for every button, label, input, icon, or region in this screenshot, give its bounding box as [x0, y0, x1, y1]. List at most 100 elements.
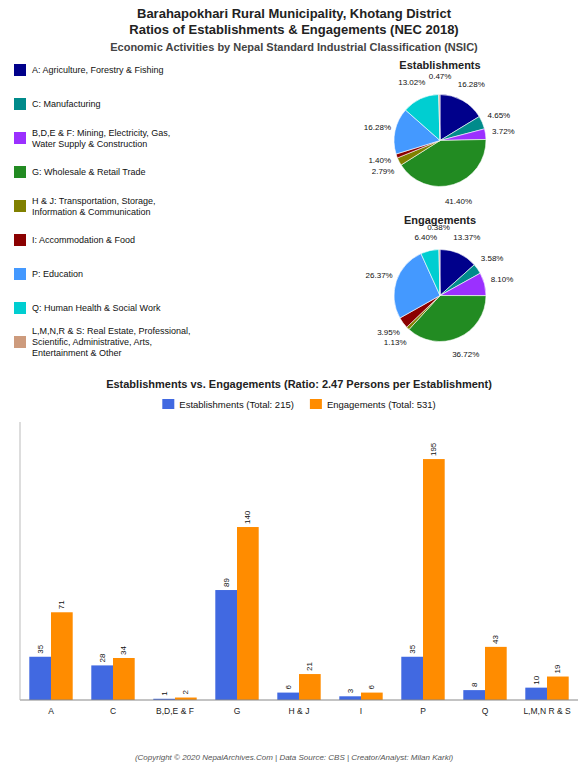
legend-label: C: Manufacturing: [32, 99, 101, 109]
bar: [299, 674, 321, 700]
x-tick-label: A: [48, 706, 54, 716]
data-label: 21: [305, 662, 314, 671]
legend-label-line: I: Accommodation & Food: [32, 235, 135, 245]
pie-slices: [394, 95, 486, 187]
legend-label: Engagements (Total: 531): [327, 399, 436, 410]
footer: (Copyright © 2020 NepalArchives.Com | Da…: [135, 753, 454, 762]
data-label: 3.58%: [481, 254, 504, 263]
data-label: 0.47%: [429, 72, 452, 81]
legend-swatch: [14, 268, 26, 280]
legend: Establishments (Total: 215) Engagements (…: [162, 399, 435, 410]
x-tick-label: H & J: [289, 706, 310, 716]
data-label: 195: [429, 442, 438, 456]
data-labels: 35281896335810713421402161954319: [36, 442, 563, 696]
pie-slice: [421, 250, 440, 296]
pie-slice: [440, 273, 486, 295]
data-label: 16.28%: [364, 123, 391, 132]
data-label: 35: [36, 644, 45, 653]
bar: [423, 459, 445, 700]
data-label: 10: [532, 675, 541, 684]
x-axis-line: [20, 700, 578, 701]
x-tick-label: I: [360, 706, 362, 716]
data-label: 8: [470, 682, 479, 687]
legend-swatch: [310, 399, 322, 409]
data-label: 3.72%: [492, 127, 515, 136]
pie-chart: A: Agriculture, Forestry & Fishing C: Man…: [14, 59, 515, 359]
data-label: 140: [243, 510, 252, 524]
legend-label-line: Water Supply & Construction: [32, 139, 147, 149]
subtitle: Economic Activities by Nepal Standard In…: [110, 41, 478, 53]
legend-label: Q: Human Health & Social Work: [32, 303, 161, 313]
chart-title: Establishments vs. Engagements (Ratio: 2…: [106, 378, 492, 390]
bar: [401, 657, 423, 700]
legend-label-line: P: Education: [32, 269, 83, 279]
bar: [29, 657, 51, 700]
bar: [339, 696, 361, 700]
data-label: 28: [98, 653, 107, 662]
legend-label: I: Accommodation & Food: [32, 235, 135, 245]
pie-slices: [394, 250, 486, 342]
x-tick-label: B,D,E & F: [156, 706, 194, 716]
legend-label: A: Agriculture, Forestry & Fishing: [32, 65, 164, 75]
data-label: 16.28%: [458, 80, 485, 89]
legend-label-line: L,M,N,R & S: Real Estate, Professional,: [32, 326, 191, 336]
legend-label-line: Scientific, Administrative, Arts,: [32, 337, 152, 347]
data-label: 89: [222, 578, 231, 587]
legend-label: L,M,N,R & S: Real Estate, Professional,S…: [32, 326, 191, 358]
data-label: 13.02%: [398, 78, 425, 87]
legend-swatch: [14, 98, 26, 110]
legend-swatch: [14, 302, 26, 314]
bar: [525, 688, 547, 700]
bar: [277, 693, 299, 700]
title: Ratios of Establishments & Engagements (…: [129, 22, 458, 37]
data-label: 3: [346, 688, 355, 693]
legend-label-line: Information & Communication: [32, 207, 151, 217]
legend-swatch: [14, 166, 26, 178]
legend-label: H & J: Transportation, Storage,Informati…: [32, 196, 156, 217]
pie-slice: [439, 250, 440, 296]
legend-swatch: [14, 64, 26, 76]
legend-label-line: Q: Human Health & Social Work: [32, 303, 161, 313]
data-label: 13.37%: [453, 233, 480, 242]
legend-swatch: [162, 399, 174, 409]
chart-root: Barahapokhari Rural Municipality, Khotan…: [0, 0, 588, 768]
pie-slice: [406, 95, 440, 141]
data-label: 1.40%: [368, 156, 391, 165]
pie-title: Establishments: [399, 59, 480, 71]
legend-label: Establishments (Total: 215): [179, 399, 294, 410]
bar: [113, 658, 135, 700]
legend-label-line: C: Manufacturing: [32, 99, 101, 109]
title: Barahapokhari Rural Municipality, Khotan…: [137, 6, 452, 21]
legend-label: P: Education: [32, 269, 83, 279]
legend-label-line: G: Wholesale & Retail Trade: [32, 167, 146, 177]
data-label: 2: [181, 690, 190, 695]
legend: A: Agriculture, Forestry & Fishing C: Man…: [14, 64, 191, 358]
bar-chart: Establishments vs. Engagements (Ratio: 2…: [20, 378, 578, 716]
bar: [51, 612, 73, 700]
data-label: 71: [57, 600, 66, 609]
pie-labels: 13.37%3.58%8.10%36.72%1.13%3.95%26.37%6.…: [366, 223, 514, 359]
x-tick-label: P: [420, 706, 426, 716]
data-label: 1.13%: [384, 338, 407, 347]
bar: [91, 665, 113, 700]
data-label: 2.79%: [372, 167, 395, 176]
pie-slice: [439, 95, 440, 141]
bars: [29, 459, 568, 700]
legend-label-line: Entertainment & Other: [32, 348, 122, 358]
data-label: 41.40%: [445, 197, 472, 206]
bar: [215, 590, 237, 700]
bar: [485, 647, 507, 700]
data-label: 36.72%: [452, 350, 479, 359]
y-axis-line: [20, 422, 21, 700]
data-label: 43: [491, 634, 500, 643]
x-tick-label: C: [110, 706, 116, 716]
legend-label-line: B,D,E & F: Mining, Electricity, Gas,: [32, 128, 170, 138]
data-label: 26.37%: [366, 271, 393, 280]
pie-slice: [440, 129, 486, 141]
pie-labels: 16.28%4.65%3.72%41.40%2.79%1.40%16.28%13…: [364, 72, 515, 206]
bar: [361, 693, 383, 700]
data-label: 1: [160, 691, 169, 696]
data-label: 8.10%: [491, 275, 514, 284]
data-label: 3.95%: [377, 328, 400, 337]
bar: [463, 690, 485, 700]
